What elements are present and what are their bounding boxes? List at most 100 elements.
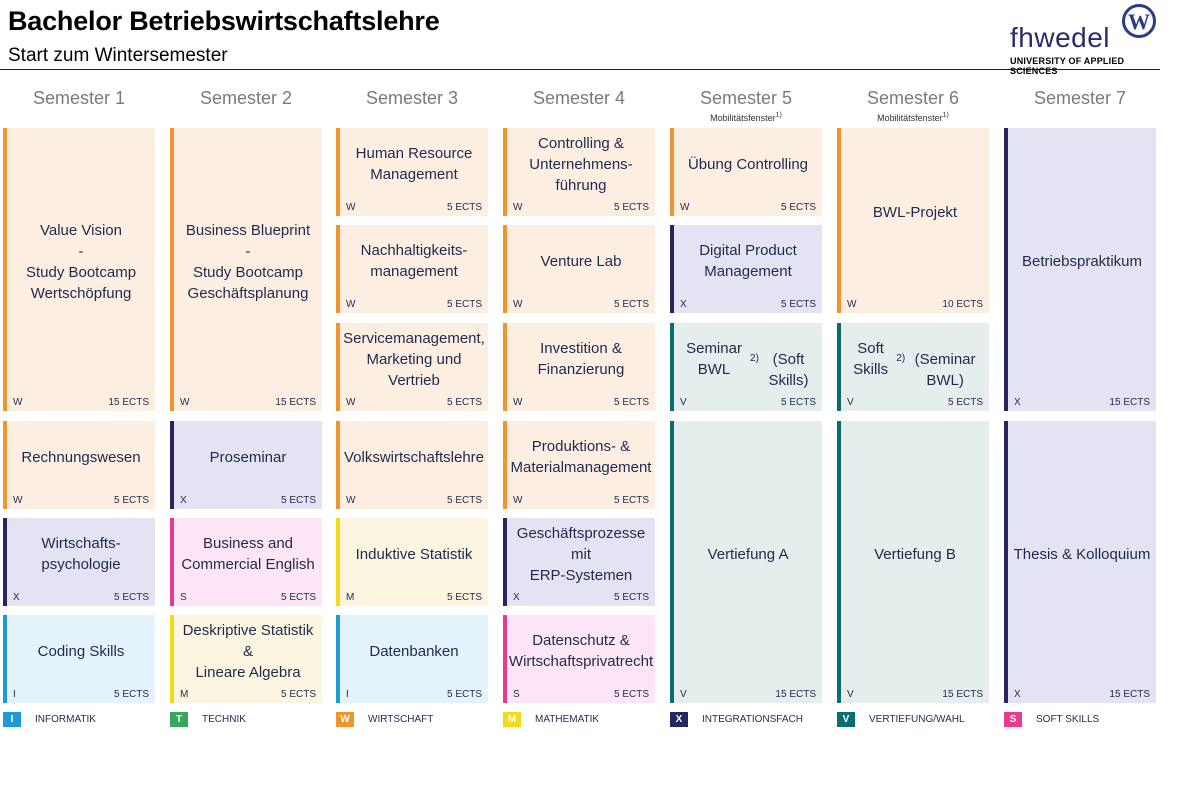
module-card[interactable]: Nachhaltigkeits- management W 5 ECTS (336, 225, 488, 313)
module-name: Deskriptive Statistik & Lineare Algebra (182, 621, 314, 681)
module-category: X (1014, 689, 1021, 700)
module-name: Investition & Finanzierung (537, 340, 625, 378)
module-name: Business Blueprint - Study Bootcamp Gesc… (185, 221, 311, 302)
module-ects: 15 ECTS (942, 689, 983, 700)
module-name: Human Resource Management (355, 145, 473, 183)
module-category: W (346, 299, 356, 310)
module-ects: 5 ECTS (113, 495, 149, 506)
module-card[interactable]: Value Vision - Study Bootcamp Wertschöpf… (3, 128, 155, 411)
module-name: Coding Skills (37, 642, 125, 660)
legend-swatch: M (503, 712, 521, 727)
module-ects: 5 ECTS (780, 202, 816, 213)
fh-wedel-logo: fhwedel W UNIVERSITY OF APPLIED SCIENCES (1010, 4, 1160, 76)
module-card[interactable]: Induktive Statistik M 5 ECTS (336, 518, 488, 606)
module-card[interactable]: Deskriptive Statistik & Lineare Algebra M… (170, 615, 322, 703)
module-name: Datenbanken (369, 642, 459, 660)
module-ects: 15 ECTS (275, 397, 316, 408)
logo-wordmark: fhwedel (1010, 22, 1111, 53)
module-card[interactable]: Business Blueprint - Study Bootcamp Gesc… (170, 128, 322, 411)
module-card[interactable]: Vertiefung B V 15 ECTS (837, 421, 989, 703)
module-category: V (680, 689, 687, 700)
module-card[interactable]: Geschäftsprozesse mit ERP-Systemen X 5 ECT… (503, 518, 655, 606)
module-ects: 5 ECTS (613, 202, 649, 213)
module-category: W (513, 495, 523, 506)
module-card[interactable]: Übung Controlling W 5 ECTS (670, 128, 822, 216)
module-category: W (513, 397, 523, 408)
module-category: V (680, 397, 687, 408)
module-card[interactable]: Produktions- & Materialmanagement W 5 ECTS (503, 421, 655, 509)
module-category: S (180, 592, 187, 603)
module-card[interactable]: Wirtschafts- psychologie X 5 ECTS (3, 518, 155, 606)
module-category: M (346, 592, 355, 603)
module-card[interactable]: Business and Commercial English S 5 ECTS (170, 518, 322, 606)
module-name: Proseminar (209, 448, 287, 466)
module-card[interactable]: Coding Skills I 5 ECTS (3, 615, 155, 703)
legend-swatch: T (170, 712, 188, 727)
module-category: I (13, 689, 16, 700)
module-category: X (180, 495, 187, 506)
module-category: W (180, 397, 190, 408)
module-name: Produktions- & Materialmanagement (510, 438, 652, 476)
module-card[interactable]: Seminar BWL 2) (Soft Skills) V 5 ECTS (670, 323, 822, 411)
module-ects: 5 ECTS (613, 397, 649, 408)
module-category: X (680, 299, 687, 310)
module-ects: 5 ECTS (280, 592, 316, 603)
module-card[interactable]: Human Resource Management W 5 ECTS (336, 128, 488, 216)
logo-subtitle: UNIVERSITY OF APPLIED SCIENCES (1010, 56, 1125, 76)
module-category: V (847, 689, 854, 700)
module-category: W (847, 299, 857, 310)
module-card[interactable]: Vertiefung A V 15 ECTS (670, 421, 822, 703)
semester-note-6: Mobilitätsfenster1) (877, 112, 949, 123)
module-category: M (180, 689, 189, 700)
logo-emblem-letter: W (1128, 9, 1150, 34)
module-card[interactable]: Thesis & Kolloquium X 15 ECTS (1004, 421, 1156, 703)
legend-label: WIRTSCHAFT (368, 714, 434, 725)
module-name: Soft Skills 2) (Seminar BWL) (853, 340, 976, 389)
module-name: Business and Commercial English (181, 535, 315, 573)
module-ects: 5 ECTS (780, 397, 816, 408)
module-card[interactable]: Datenbanken I 5 ECTS (336, 615, 488, 703)
module-card[interactable]: Digital Product Management X 5 ECTS (670, 225, 822, 313)
module-card[interactable]: Investition & Finanzierung W 5 ECTS (503, 323, 655, 411)
module-name: Digital Product Management (699, 242, 797, 280)
module-name: Vertiefung B (874, 545, 956, 563)
module-ects: 5 ECTS (446, 689, 482, 700)
legend-label: TECHNIK (202, 714, 246, 725)
module-ects: 5 ECTS (613, 299, 649, 310)
semester-header-1: Semester 1 (32, 88, 126, 108)
module-name: Vertiefung A (707, 545, 789, 563)
module-name: Rechnungswesen (21, 448, 141, 466)
module-category: X (513, 592, 520, 603)
module-ects: 5 ECTS (280, 689, 316, 700)
module-ects: 5 ECTS (613, 592, 649, 603)
module-category: W (13, 397, 23, 408)
module-card[interactable]: Volkswirtschaftslehre W 5 ECTS (336, 421, 488, 509)
module-card[interactable]: Servicemanagement, Marketing und Vertrie… (336, 323, 488, 411)
page-subtitle: Start zum Wintersemester (8, 45, 228, 66)
module-card[interactable]: Datenschutz & Wirtschaftsprivatrecht S 5 E… (503, 615, 655, 703)
module-card[interactable]: Rechnungswesen W 5 ECTS (3, 421, 155, 509)
module-card[interactable]: Venture Lab W 5 ECTS (503, 225, 655, 313)
module-name: Controlling & Unternehmens- führung (529, 134, 633, 194)
module-category: W (513, 299, 523, 310)
module-category: W (346, 202, 356, 213)
module-card[interactable]: Betriebspraktikum X 15 ECTS (1004, 128, 1156, 411)
module-ects: 5 ECTS (113, 592, 149, 603)
module-name: Betriebspraktikum (1021, 253, 1143, 270)
module-ects: 5 ECTS (780, 299, 816, 310)
module-card[interactable]: Soft Skills 2) (Seminar BWL) V 5 ECTS (837, 323, 989, 411)
module-ects: 5 ECTS (947, 397, 983, 408)
page-title: Bachelor Betriebswirtschaftslehre (8, 6, 440, 36)
module-ects: 5 ECTS (446, 592, 482, 603)
module-ects: 5 ECTS (446, 495, 482, 506)
module-card[interactable]: Proseminar X 5 ECTS (170, 421, 322, 509)
legend-swatch: S (1004, 712, 1022, 727)
semester-header-5: Semester 5 (699, 88, 793, 108)
module-card[interactable]: BWL-Projekt W 10 ECTS (837, 128, 989, 313)
module-ects: 5 ECTS (280, 495, 316, 506)
module-name: Wirtschafts- psychologie (41, 535, 121, 573)
module-card[interactable]: Controlling & Unternehmens- führung W 5 EC… (503, 128, 655, 216)
module-name: Thesis & Kolloquium (1013, 545, 1151, 563)
module-category: V (847, 397, 854, 408)
semester-header-2: Semester 2 (199, 88, 293, 108)
